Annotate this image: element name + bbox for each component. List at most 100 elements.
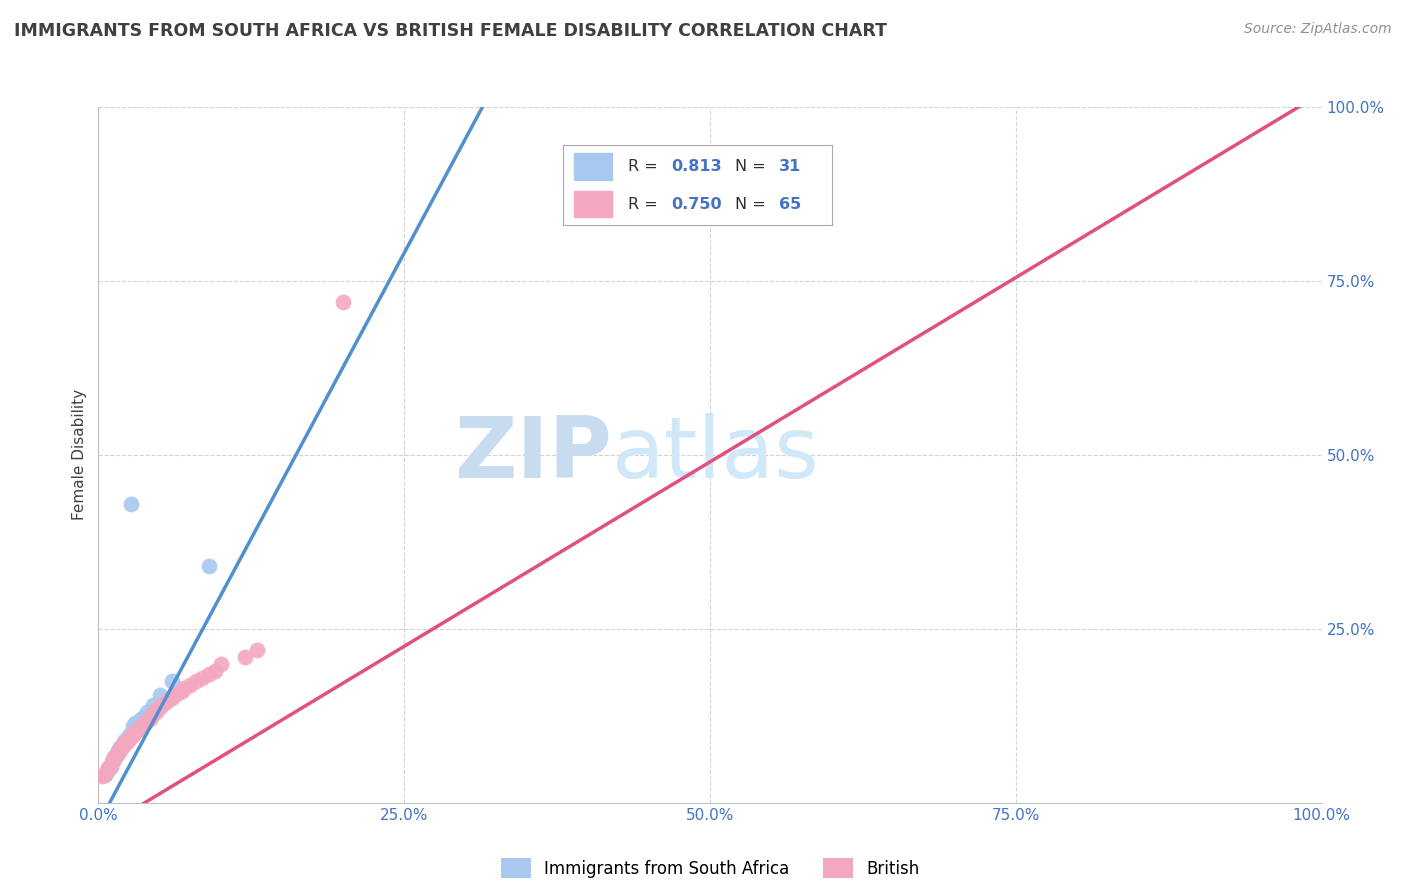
- Text: atlas: atlas: [612, 413, 820, 497]
- Point: [110, 743, 132, 757]
- Point: [150, 698, 173, 713]
- Point: [186, 674, 208, 689]
- Point: [129, 712, 152, 726]
- Point: [197, 559, 219, 574]
- Point: [204, 664, 226, 678]
- Text: Source: ZipAtlas.com: Source: ZipAtlas.com: [1244, 22, 1392, 37]
- Point: [91, 769, 114, 783]
- Point: [115, 734, 138, 748]
- Point: [149, 699, 172, 714]
- Point: [103, 750, 125, 764]
- Point: [110, 741, 132, 756]
- Point: [112, 734, 135, 748]
- Point: [124, 715, 146, 730]
- Point: [122, 726, 145, 740]
- Point: [101, 754, 124, 768]
- Point: [101, 756, 124, 770]
- Point: [167, 686, 190, 700]
- Point: [145, 706, 167, 720]
- Point: [98, 759, 121, 773]
- Point: [132, 718, 155, 732]
- Point: [155, 695, 177, 709]
- Text: N =: N =: [735, 196, 772, 211]
- Point: [129, 721, 152, 735]
- Point: [134, 715, 156, 730]
- Point: [96, 764, 118, 779]
- Point: [93, 766, 115, 780]
- Point: [117, 733, 139, 747]
- Point: [111, 737, 134, 751]
- Point: [136, 714, 159, 728]
- Point: [100, 759, 122, 773]
- Bar: [574, 191, 612, 218]
- Point: [101, 753, 124, 767]
- Point: [118, 731, 141, 746]
- Text: ZIP: ZIP: [454, 413, 612, 497]
- Text: IMMIGRANTS FROM SOUTH AFRICA VS BRITISH FEMALE DISABILITY CORRELATION CHART: IMMIGRANTS FROM SOUTH AFRICA VS BRITISH …: [14, 22, 887, 40]
- Point: [93, 768, 115, 782]
- Point: [142, 698, 165, 713]
- Point: [103, 750, 125, 764]
- Point: [246, 642, 269, 657]
- Point: [120, 497, 142, 511]
- Point: [103, 751, 125, 765]
- Point: [111, 737, 134, 751]
- Point: [107, 744, 129, 758]
- Point: [163, 688, 186, 702]
- Point: [108, 744, 131, 758]
- Point: [139, 708, 162, 723]
- Point: [100, 756, 122, 771]
- Point: [101, 754, 124, 768]
- Legend: Immigrants from South Africa, British: Immigrants from South Africa, British: [494, 851, 927, 885]
- Point: [108, 741, 131, 756]
- Point: [107, 746, 129, 760]
- Text: R =: R =: [628, 196, 662, 211]
- Point: [98, 761, 121, 775]
- Point: [136, 706, 159, 720]
- Point: [157, 693, 180, 707]
- Point: [104, 748, 127, 763]
- Point: [110, 740, 132, 755]
- Point: [105, 747, 128, 761]
- Point: [146, 702, 169, 716]
- Point: [114, 736, 136, 750]
- Point: [179, 677, 201, 691]
- Point: [97, 763, 120, 777]
- Point: [120, 731, 142, 745]
- Point: [111, 740, 134, 755]
- Point: [160, 674, 183, 689]
- Point: [105, 747, 128, 761]
- Point: [160, 691, 183, 706]
- Point: [209, 657, 232, 671]
- Point: [332, 294, 354, 309]
- Point: [124, 724, 146, 739]
- Point: [118, 728, 141, 742]
- Point: [114, 733, 136, 747]
- Point: [97, 761, 120, 775]
- Point: [173, 681, 195, 695]
- Point: [191, 671, 214, 685]
- Text: 0.813: 0.813: [671, 159, 721, 174]
- Point: [111, 739, 134, 753]
- Point: [197, 667, 219, 681]
- Point: [121, 728, 143, 742]
- Point: [129, 719, 152, 733]
- Text: R =: R =: [628, 159, 662, 174]
- Point: [96, 764, 118, 778]
- Point: [108, 744, 131, 758]
- Point: [134, 708, 156, 723]
- Point: [97, 763, 120, 777]
- Point: [100, 757, 122, 772]
- Text: 31: 31: [779, 159, 801, 174]
- Text: N =: N =: [735, 159, 772, 174]
- Point: [112, 737, 135, 751]
- Point: [105, 746, 128, 760]
- Point: [142, 706, 165, 721]
- Point: [101, 756, 124, 770]
- Text: 65: 65: [779, 196, 801, 211]
- Point: [101, 753, 124, 767]
- Point: [127, 723, 149, 737]
- Point: [104, 748, 127, 763]
- Point: [170, 684, 193, 698]
- Point: [100, 758, 122, 772]
